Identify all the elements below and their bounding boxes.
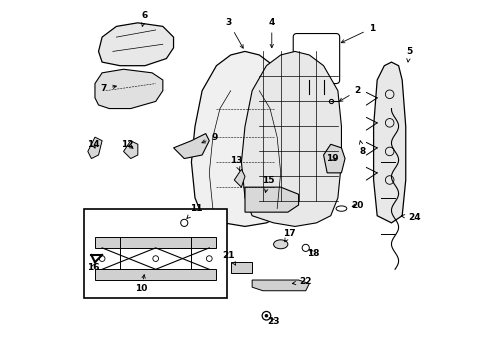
Text: 13: 13 [230, 156, 243, 170]
Polygon shape [245, 187, 298, 212]
Text: 24: 24 [401, 213, 421, 222]
Polygon shape [95, 69, 163, 109]
Circle shape [153, 256, 159, 261]
Circle shape [265, 314, 268, 318]
Text: 1: 1 [341, 24, 375, 43]
Text: 12: 12 [121, 140, 133, 149]
Polygon shape [123, 141, 138, 158]
Text: 23: 23 [268, 316, 280, 325]
Text: 17: 17 [283, 229, 296, 242]
Text: 14: 14 [87, 140, 99, 149]
Text: 21: 21 [222, 251, 236, 265]
Polygon shape [231, 262, 252, 273]
Polygon shape [98, 23, 173, 66]
Polygon shape [173, 134, 209, 158]
Text: 7: 7 [101, 84, 116, 93]
Text: 15: 15 [262, 176, 274, 193]
Text: 9: 9 [202, 132, 218, 143]
Polygon shape [95, 237, 217, 248]
Ellipse shape [336, 206, 347, 211]
Text: 6: 6 [142, 11, 148, 26]
Ellipse shape [273, 240, 288, 249]
Text: 8: 8 [359, 141, 366, 156]
Text: 19: 19 [326, 154, 339, 163]
Polygon shape [95, 269, 217, 280]
Text: 10: 10 [135, 275, 147, 293]
Polygon shape [252, 280, 309, 291]
Polygon shape [373, 62, 406, 223]
Text: 20: 20 [351, 201, 364, 210]
Polygon shape [323, 144, 345, 173]
Circle shape [206, 256, 212, 261]
Text: 18: 18 [307, 249, 319, 258]
Polygon shape [88, 137, 102, 158]
Text: 16: 16 [87, 263, 99, 272]
Polygon shape [192, 51, 292, 226]
FancyBboxPatch shape [84, 208, 227, 298]
Circle shape [99, 256, 105, 261]
Text: 22: 22 [293, 277, 312, 286]
Text: 3: 3 [226, 18, 243, 48]
Polygon shape [234, 169, 245, 187]
Text: 11: 11 [187, 204, 203, 219]
FancyBboxPatch shape [293, 33, 340, 84]
Polygon shape [242, 51, 342, 226]
Text: 2: 2 [339, 86, 361, 101]
Text: 5: 5 [406, 47, 413, 62]
Text: 4: 4 [269, 18, 275, 48]
Circle shape [302, 244, 309, 251]
Circle shape [181, 219, 188, 226]
